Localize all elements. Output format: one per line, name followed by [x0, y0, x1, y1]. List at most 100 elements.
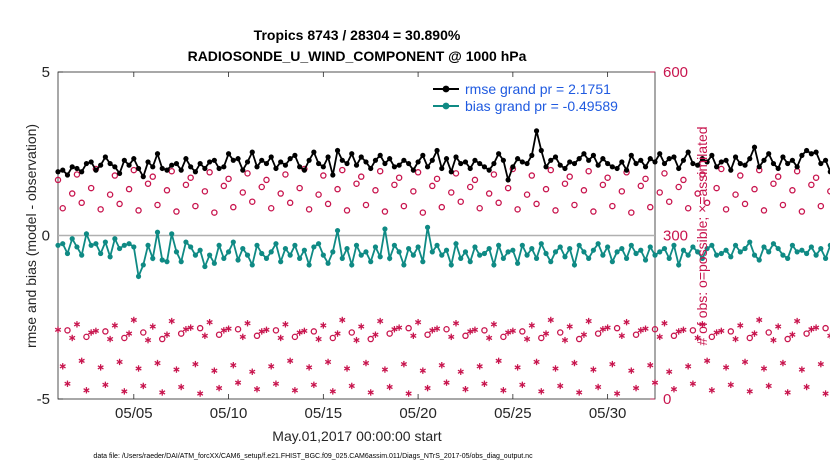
obs-assimilated-marker: [599, 326, 607, 333]
obs-possible-marker: [272, 327, 280, 334]
bias-point: [315, 241, 322, 247]
rmse-point: [344, 160, 350, 167]
obs-possible-marker: [457, 198, 464, 205]
obs-possible-marker: [566, 173, 573, 180]
bias-point: [406, 245, 412, 252]
rmse-point: [159, 165, 165, 172]
y2-axis-ticks: 0 300 600: [650, 64, 688, 408]
bias-point: [576, 242, 582, 248]
bias-point: [112, 236, 118, 242]
rmse-point: [737, 160, 743, 167]
obs-assimilated-marker: [405, 390, 412, 397]
obs-assimilated-marker: [822, 390, 829, 397]
obs-possible-marker: [448, 189, 455, 196]
rmse-point: [74, 165, 80, 172]
obs-possible-marker: [694, 190, 701, 197]
obs-possible-marker: [737, 172, 744, 179]
bias-point: [197, 247, 203, 253]
obs-assimilated-marker: [547, 316, 554, 324]
obs-assimilated-marker: [713, 329, 720, 336]
bias-point: [685, 252, 691, 258]
bias-point: [273, 241, 279, 247]
obs-assimilated-marker: [613, 390, 621, 397]
obs-possible-marker: [599, 181, 607, 189]
obs-assimilated-marker: [353, 336, 360, 344]
rmse-point: [657, 151, 663, 157]
rmse-point: [121, 157, 127, 163]
obs-assimilated-marker: [538, 388, 545, 395]
obs-possible-marker: [684, 204, 692, 212]
obs-assimilated-marker: [381, 366, 389, 373]
obs-assimilated-marker: [708, 387, 715, 394]
bias-point: [818, 245, 824, 252]
rmse-point: [434, 147, 440, 154]
bias-point: [344, 245, 350, 252]
rmse-point: [443, 156, 450, 162]
obs-possible-marker: [585, 167, 592, 175]
obs-possible-marker: [727, 328, 735, 335]
obs-possible-marker: [661, 170, 668, 177]
bias-point: [434, 242, 440, 248]
bias-point: [581, 249, 587, 255]
obs-assimilated-marker: [585, 317, 592, 325]
obs-possible-marker: [230, 203, 237, 211]
rmse-point: [680, 157, 687, 163]
obs-assimilated-marker: [798, 366, 806, 373]
rmse-point: [761, 157, 767, 163]
y2-axis-label: # of obs: o=possible; ×=assimilated: [694, 126, 710, 345]
obs-assimilated-marker: [73, 321, 81, 328]
obs-possible-marker: [206, 169, 213, 176]
obs-assimilated-marker: [69, 334, 76, 342]
obs-assimilated-marker: [159, 389, 166, 396]
obs-possible-marker: [339, 166, 346, 174]
x-axis-label: May.01,2017 00:00:00 start: [272, 428, 442, 444]
obs-possible-marker: [376, 167, 384, 175]
rmse-point: [453, 154, 459, 160]
obs-assimilated-marker: [391, 326, 398, 333]
obs-assimilated-marker: [334, 330, 341, 337]
obs-possible-marker: [320, 172, 327, 179]
obs-assimilated-marker: [187, 324, 194, 331]
bias-point: [192, 252, 199, 258]
obs-assimilated-marker: [817, 360, 824, 368]
obs-possible-marker: [177, 330, 185, 337]
obs-assimilated-marker: [59, 363, 66, 370]
rmse-point: [320, 164, 326, 170]
obs-assimilated-marker: [448, 333, 455, 341]
obs-possible-marker: [433, 175, 441, 183]
obs-assimilated-marker: [249, 368, 256, 375]
rmse-point: [562, 165, 568, 172]
obs-possible-marker: [386, 330, 393, 337]
rmse-point: [804, 147, 810, 154]
bias-point: [614, 249, 620, 255]
bias-point: [671, 242, 677, 248]
obs-possible-marker: [680, 176, 687, 184]
obs-possible-marker: [244, 170, 251, 177]
obs-assimilated-marker: [343, 365, 351, 372]
chart-title: Tropics 8743 / 28304 = 30.890%: [254, 27, 461, 43]
rmse-point: [775, 165, 781, 172]
rmse-point: [519, 159, 525, 165]
obs-assimilated-marker: [372, 331, 379, 338]
obs-assimilated-marker: [637, 327, 644, 334]
bias-point: [600, 252, 606, 258]
bias-point: [467, 259, 473, 265]
rmse-point: [69, 164, 75, 170]
obs-possible-marker: [443, 325, 450, 333]
rmse-point: [211, 157, 217, 163]
bias-point: [633, 250, 639, 257]
obs-assimilated-marker: [595, 383, 602, 391]
obs-possible-marker: [689, 327, 697, 334]
rmse-point: [638, 157, 644, 163]
obs-possible-marker: [699, 171, 706, 178]
bias-point: [377, 254, 383, 260]
obs-possible-marker: [135, 207, 142, 214]
rmse-point: [827, 169, 830, 175]
obs-possible-marker: [419, 209, 427, 216]
bias-point: [804, 250, 810, 257]
obs-assimilated-marker: [760, 365, 768, 372]
rmse-point: [486, 167, 492, 173]
obs-possible-marker: [514, 206, 521, 213]
obs-assimilated-marker: [239, 333, 246, 341]
